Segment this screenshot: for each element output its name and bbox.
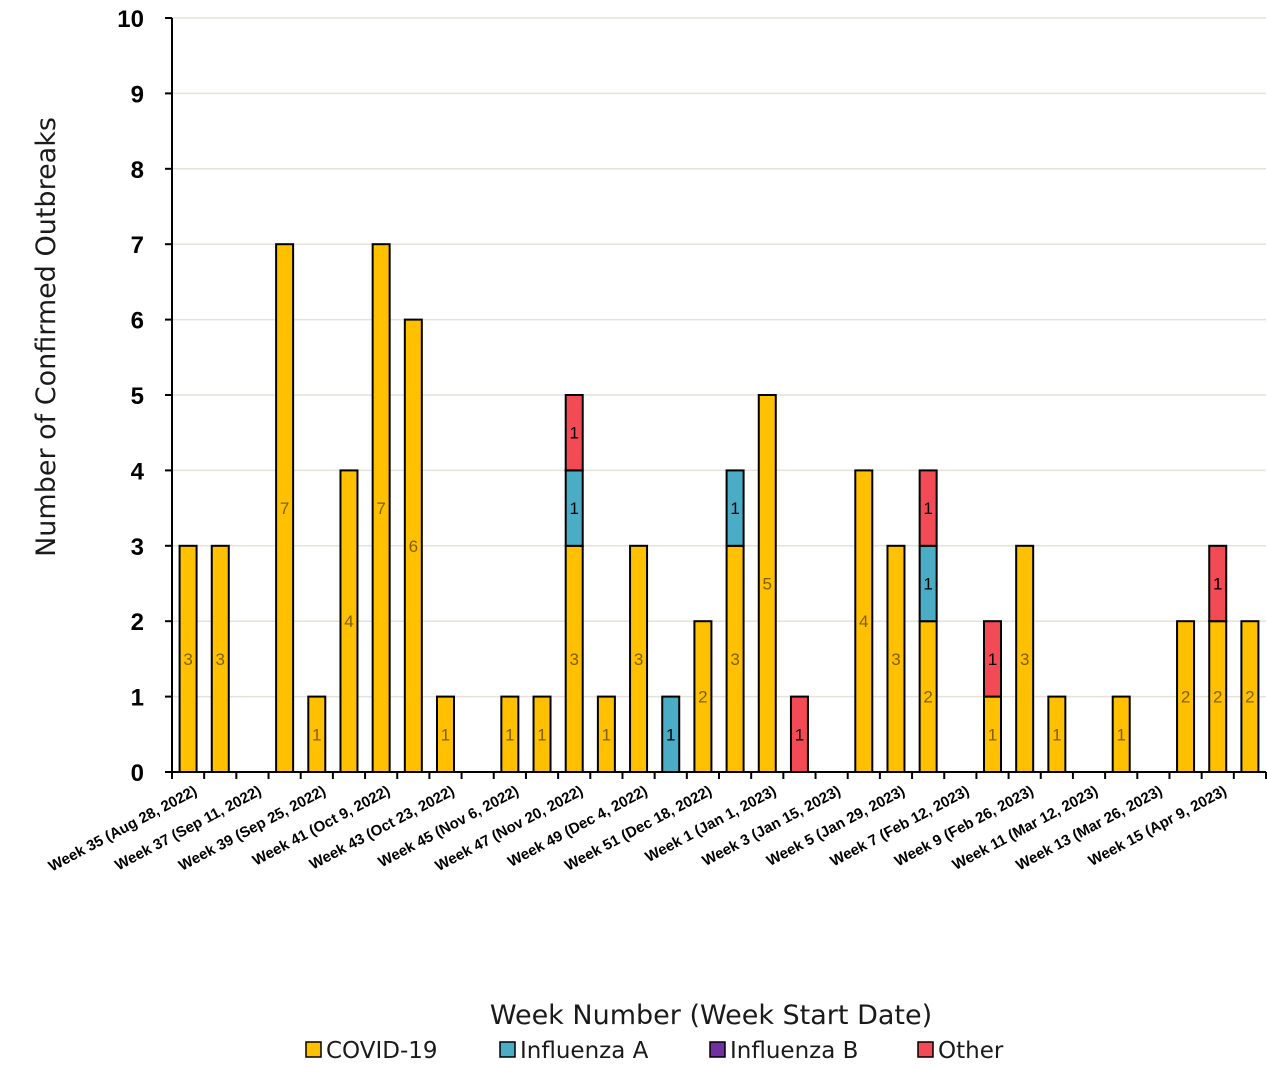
bar-segment-other bbox=[918, 469, 938, 547]
gridlines bbox=[172, 17, 1266, 698]
data-label: 1 bbox=[795, 725, 804, 744]
legend-item: COVID-19 bbox=[305, 1038, 438, 1064]
data-label: 1 bbox=[569, 424, 578, 443]
legend-label: Influenza A bbox=[520, 1038, 649, 1064]
y-tick-label: 10 bbox=[117, 6, 144, 33]
data-label: 3 bbox=[891, 650, 900, 669]
y-tick-label: 5 bbox=[131, 383, 144, 410]
data-label: 1 bbox=[923, 575, 932, 594]
legend-item: Influenza B bbox=[709, 1038, 858, 1064]
data-label: 1 bbox=[923, 499, 932, 518]
data-label: 1 bbox=[505, 725, 514, 744]
data-labels: 3 3 7 1 4 7 6 1 1 1 3 1 1 1 3 1 2 3 1 5 1 4 3 2 1 1 1 1 3 1 1 2 2 1 2 bbox=[183, 424, 1254, 745]
y-tick-label: 0 bbox=[131, 760, 144, 787]
bar-segment-influenza-a bbox=[725, 469, 745, 547]
y-tick-label: 8 bbox=[131, 157, 144, 184]
data-label: 4 bbox=[859, 612, 868, 631]
data-label: 2 bbox=[923, 688, 932, 707]
bars bbox=[178, 243, 1260, 774]
y-tick-labels: 0 1 2 3 4 5 6 7 8 9 10 bbox=[117, 6, 144, 787]
data-label: 5 bbox=[763, 575, 772, 594]
y-tick-label: 7 bbox=[131, 232, 144, 259]
data-label: 2 bbox=[1181, 688, 1190, 707]
bar-segment-other bbox=[983, 620, 1002, 698]
data-label: 3 bbox=[730, 650, 739, 669]
legend-label: Influenza B bbox=[730, 1038, 858, 1064]
data-label: 1 bbox=[569, 499, 578, 518]
data-label: 1 bbox=[537, 725, 546, 744]
legend-item: Other bbox=[917, 1038, 1004, 1064]
data-label: 3 bbox=[1020, 650, 1029, 669]
data-label: 3 bbox=[216, 650, 225, 669]
data-label: 7 bbox=[280, 499, 289, 518]
data-label: 2 bbox=[1213, 688, 1222, 707]
legend-swatch bbox=[305, 1041, 322, 1058]
data-label: 3 bbox=[183, 650, 192, 669]
legend-swatch bbox=[709, 1041, 726, 1058]
legend: COVID-19 Influenza A Influenza B Other bbox=[305, 1038, 1004, 1064]
axes bbox=[165, 17, 1267, 779]
x-tick-labels: Week 35 (Aug 28, 2022)Week 37 (Sep 11, 2… bbox=[46, 783, 1230, 876]
legend-item: Influenza A bbox=[499, 1038, 649, 1064]
y-axis-title: Number of Confirmed Outbreaks bbox=[31, 117, 62, 557]
data-label: 1 bbox=[1052, 725, 1061, 744]
data-label: 6 bbox=[409, 537, 418, 556]
data-label: 1 bbox=[1213, 575, 1222, 594]
data-label: 2 bbox=[1245, 688, 1254, 707]
y-tick-label: 6 bbox=[131, 308, 144, 335]
data-label: 1 bbox=[312, 725, 321, 744]
data-label: 1 bbox=[988, 650, 997, 669]
data-label: 1 bbox=[730, 499, 739, 518]
y-tick-label: 4 bbox=[131, 458, 145, 485]
data-label: 1 bbox=[602, 725, 611, 744]
data-label: 1 bbox=[1116, 725, 1125, 744]
legend-swatch bbox=[499, 1041, 516, 1058]
data-label: 1 bbox=[666, 725, 675, 744]
data-label: 1 bbox=[988, 725, 997, 744]
y-tick-label: 9 bbox=[131, 81, 144, 108]
y-tick-label: 1 bbox=[131, 685, 144, 712]
data-label: 2 bbox=[698, 688, 707, 707]
data-label: 4 bbox=[344, 612, 353, 631]
y-tick-label: 3 bbox=[131, 534, 144, 561]
data-label: 3 bbox=[569, 650, 578, 669]
x-axis-title: Week Number (Week Start Date) bbox=[490, 1000, 932, 1031]
y-tick-label: 2 bbox=[131, 609, 144, 636]
legend-label: COVID-19 bbox=[326, 1038, 438, 1064]
data-label: 3 bbox=[634, 650, 643, 669]
bar-segment-other bbox=[564, 394, 584, 472]
legend-swatch bbox=[917, 1041, 934, 1058]
data-label: 1 bbox=[441, 725, 450, 744]
data-label: 7 bbox=[376, 499, 385, 518]
bar-segment-other bbox=[1208, 544, 1228, 623]
legend-label: Other bbox=[938, 1038, 1004, 1064]
